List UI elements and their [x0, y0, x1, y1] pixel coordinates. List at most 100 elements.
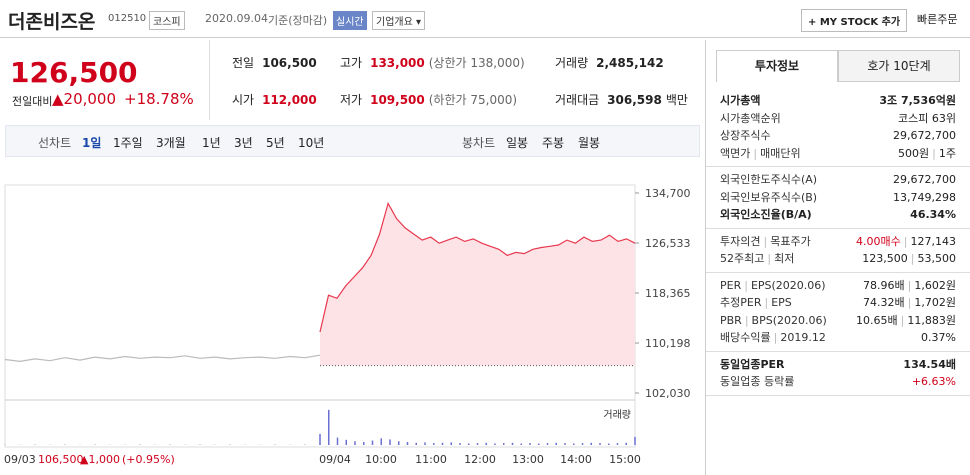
value: 11,883원 — [907, 313, 956, 327]
x-tick-label: 13:00 — [512, 453, 544, 466]
invest-value: 10.65배 | 11,883원 — [856, 312, 956, 330]
invest-row: 투자의견 | 목표주가 4.00매수 | 127,143 — [706, 233, 970, 251]
summary-item: 고가 133,000 (상한가 138,000) — [340, 54, 525, 71]
invest-label: 상장주식수 — [720, 127, 771, 145]
value: 74.32배 — [863, 296, 905, 309]
invest-label: PER | EPS(2020.06) — [720, 277, 826, 295]
value: +6.63% — [911, 375, 956, 388]
market-badge: 코스피 — [149, 11, 185, 30]
invest-value: 500원 | 1주 — [898, 145, 956, 163]
sep: | — [763, 234, 768, 248]
value: 53,500 — [917, 252, 957, 265]
invest-label: 외국인한도주식수(A) — [720, 171, 817, 189]
realtime-badge[interactable]: 실시간 — [333, 11, 367, 30]
summary-label: 시가 — [232, 93, 255, 107]
current-price: 126,500 — [10, 56, 138, 89]
invest-tab[interactable]: 호가 10단계 — [838, 50, 960, 82]
summary-value: 133,000 — [370, 56, 425, 70]
label: 투자의견 — [720, 234, 761, 248]
invest-value: 123,500 | 53,500 — [862, 250, 956, 268]
invest-row: 외국인보유주식수(B) 13,749,298 — [706, 189, 970, 207]
label: 매매단위 — [760, 146, 801, 160]
y-tick-label: 110,198 — [645, 337, 691, 350]
period-tab[interactable]: 10년 — [298, 136, 325, 150]
label: 외국인한도주식수(A) — [720, 173, 818, 186]
value: 500원 — [898, 146, 930, 160]
invest-label: 투자의견 | 목표주가 — [720, 233, 811, 251]
summary-value: 2,485,142 — [596, 56, 664, 70]
invest-row: 시가총액 3조 7,536억원 — [706, 92, 970, 110]
value: 1,702원 — [914, 296, 956, 309]
area — [320, 203, 635, 366]
change: ▲20,000 — [52, 90, 117, 108]
label: 목표주가 — [770, 234, 811, 248]
summary-note: (상한가 138,000) — [428, 56, 525, 70]
invest-group: 동일업종PER 134.54배 동일업종 등락률 +6.63% — [706, 352, 970, 396]
summary-value: 306,598 — [607, 93, 662, 107]
basis: 기준(장마감) — [268, 14, 328, 27]
invest-value: 29,672,700 — [893, 171, 956, 189]
period-tab[interactable]: 3개월 — [156, 136, 186, 150]
period-tab[interactable]: 5년 — [266, 136, 285, 150]
prev-pct: (+0.95%) — [122, 453, 175, 466]
label: 시가총액순위 — [720, 111, 781, 125]
chart: 134,700 126,533 118,365 110,198 102,030 거래량 09… — [4, 184, 691, 466]
invest-value: 74.32배 | 1,702원 — [863, 294, 956, 312]
invest-row: 동일업종PER 134.54배 — [706, 356, 970, 374]
invest-label: PBR | BPS(2020.06) — [720, 312, 827, 330]
prev-close: 106,500 — [38, 453, 84, 466]
invest-row: 배당수익률 | 2019.12 0.37% — [706, 329, 970, 347]
sep: | — [932, 146, 936, 160]
period-tab[interactable]: 3년 — [234, 136, 253, 150]
summary-label: 거래량 — [555, 56, 589, 70]
value: 0.37% — [921, 331, 956, 344]
summary: 전일 106,500 고가 133,000 (상한가 138,000) 거래량 2,485,… — [210, 40, 705, 120]
sep: | — [753, 146, 758, 160]
invest-row: 외국인한도주식수(A) 29,672,700 — [706, 171, 970, 189]
invest-group: 투자의견 | 목표주가 4.00매수 | 127,143 52주최고 | 최저 123,500 | 5… — [706, 229, 970, 273]
summary-label: 전일 — [232, 56, 255, 70]
x-tick-label: 15:00 — [609, 453, 641, 466]
value: 코스피 63위 — [898, 111, 956, 125]
invest-tab[interactable]: 투자정보 — [716, 50, 838, 82]
label: 추정PER — [720, 296, 762, 309]
period-tab[interactable]: 1일 — [82, 136, 102, 150]
label: 동일업종PER — [720, 357, 785, 371]
value: 13,749,298 — [893, 190, 956, 204]
label: 52주최고 — [720, 252, 765, 265]
invest-value: +6.63% — [912, 373, 956, 391]
volume-label: 거래량 — [603, 409, 631, 421]
invest-group: 외국인한도주식수(A) 29,672,700 외국인보유주식수(B) 13,749,2… — [706, 167, 970, 229]
x-tick-label: 10:00 — [365, 453, 397, 466]
price-line — [319, 201, 636, 333]
value: 78.96배 — [863, 278, 905, 292]
label: PER — [720, 278, 742, 292]
label: 동일업종 등락률 — [720, 375, 795, 388]
period-tab[interactable]: 1주일 — [113, 136, 143, 150]
summary-label: 저가 — [340, 93, 363, 107]
prev-date: 09/03 — [4, 453, 36, 466]
overview-button[interactable]: 기업개요 ▾ — [372, 11, 425, 30]
value: 46.34% — [910, 208, 956, 221]
label: 2019.12 — [780, 331, 826, 344]
invest-row: 동일업종 등락률 +6.63% — [706, 373, 970, 391]
label: 배당수익률 — [720, 331, 771, 344]
chart-tabs: 선차트 1일 1주일 3개월 1년 3년 5년 10년 봉차트 일봉 주봉 월봉 — [5, 125, 700, 157]
invest-value: 29,672,700 — [893, 127, 956, 145]
candle-tab[interactable]: 주봉 — [542, 136, 565, 150]
candle-tab[interactable]: 일봉 — [506, 136, 529, 150]
summary-item: 시가 112,000 — [232, 91, 317, 108]
prev-change: ▲1,000 — [80, 453, 120, 466]
summary-item: 전일 106,500 — [232, 54, 317, 71]
invest-group: PER | EPS(2020.06) 78.96배 | 1,602원 추정PER | EPS 74… — [706, 273, 970, 352]
invest-label: 외국인보유주식수(B) — [720, 189, 817, 207]
candle-tab[interactable]: 월봉 — [578, 136, 601, 150]
quick-order[interactable]: 빠른주문 — [917, 13, 958, 26]
change-label: 전일대비 — [12, 95, 53, 108]
tab-label: 봉차트 — [462, 136, 496, 150]
mystock-button[interactable]: + MY STOCK 추가 — [801, 9, 908, 32]
sep: | — [910, 252, 915, 265]
sep: | — [744, 313, 749, 327]
period-tab[interactable]: 1년 — [202, 136, 221, 150]
